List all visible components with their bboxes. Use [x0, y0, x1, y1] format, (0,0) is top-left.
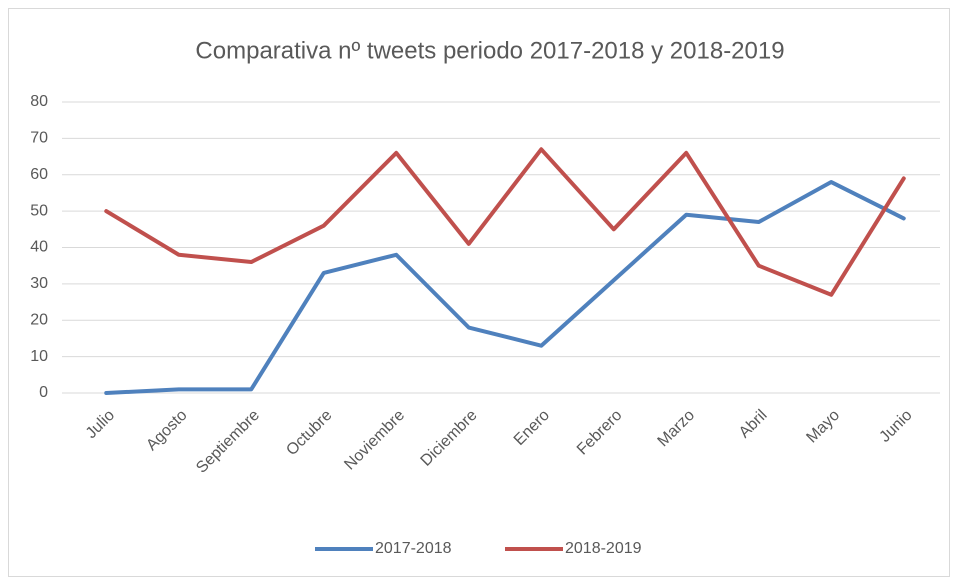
legend-label: 2018-2019 — [565, 540, 642, 557]
series-line — [104, 147, 906, 297]
y-tick-label: 0 — [39, 384, 48, 401]
y-tick-label: 40 — [30, 239, 48, 256]
series-line — [104, 180, 906, 395]
y-tick-label: 30 — [30, 275, 48, 292]
chart-title: Comparativa nº tweets periodo 2017-2018 … — [195, 37, 784, 64]
y-tick-label: 70 — [30, 130, 48, 147]
y-tick-label: 10 — [30, 348, 48, 365]
y-tick-label: 50 — [30, 202, 48, 219]
y-tick-label: 20 — [30, 311, 48, 328]
legend-label: 2017-2018 — [375, 540, 452, 557]
y-tick-label: 80 — [30, 93, 48, 110]
y-tick-label: 60 — [30, 166, 48, 183]
chart-border — [8, 8, 950, 577]
